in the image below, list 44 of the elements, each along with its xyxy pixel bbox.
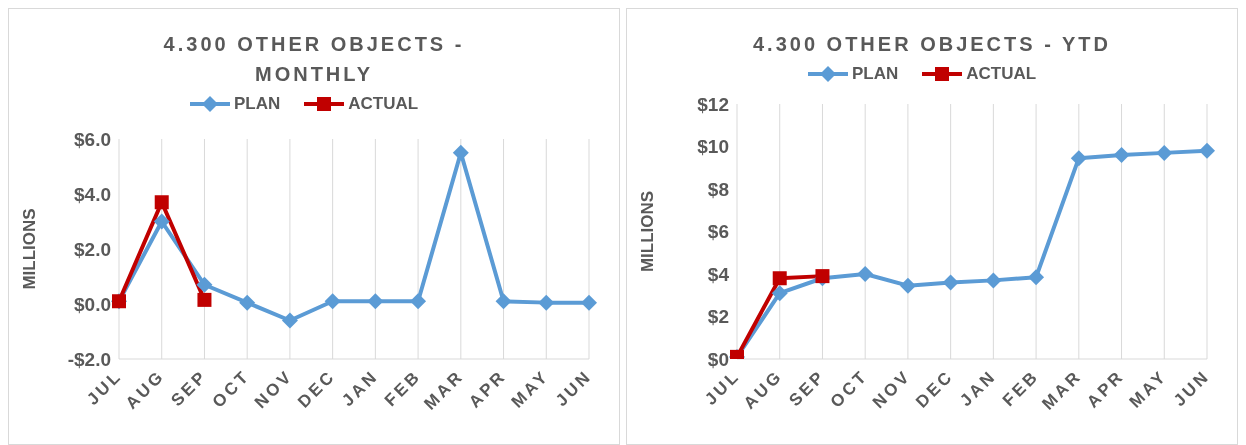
point bbox=[985, 272, 1002, 289]
point bbox=[772, 271, 787, 286]
point bbox=[239, 294, 256, 311]
point bbox=[154, 195, 169, 210]
y-tick-label: $4.0 bbox=[74, 183, 111, 205]
chart-title: 4.300 OTHER OBJECTS - MONTHLY bbox=[162, 32, 466, 87]
point bbox=[197, 292, 212, 307]
point bbox=[1070, 150, 1087, 167]
point bbox=[452, 144, 469, 161]
y-tick-label: $12 bbox=[697, 93, 729, 115]
point bbox=[153, 213, 170, 230]
point bbox=[196, 276, 213, 293]
point bbox=[410, 293, 427, 310]
y-tick-label: $6.0 bbox=[74, 128, 111, 150]
point bbox=[538, 294, 555, 311]
point bbox=[899, 277, 916, 294]
point bbox=[1113, 147, 1130, 163]
legend-label: PLAN bbox=[233, 94, 281, 114]
point bbox=[581, 294, 597, 311]
legend-label: PLAN bbox=[851, 64, 899, 84]
y-tick-label: -$2.0 bbox=[67, 348, 111, 370]
y-tick-label: $0.0 bbox=[74, 293, 111, 315]
legend-label: ACTUAL bbox=[966, 64, 1037, 84]
y-tick-label: $0 bbox=[707, 348, 729, 370]
point bbox=[857, 266, 874, 282]
point bbox=[281, 312, 298, 329]
point bbox=[367, 293, 384, 310]
point bbox=[1028, 269, 1045, 286]
point bbox=[324, 293, 341, 310]
point bbox=[1199, 142, 1215, 159]
point bbox=[771, 285, 788, 302]
point bbox=[1156, 144, 1173, 161]
point bbox=[495, 293, 512, 310]
chart-title: 4.300 OTHER OBJECTS - YTD bbox=[751, 32, 1112, 57]
y-tick-label: $6 bbox=[707, 221, 729, 243]
legend-label: ACTUAL bbox=[348, 94, 419, 114]
y-axis-title: MILLIONS bbox=[20, 208, 40, 290]
y-tick-label: $4 bbox=[707, 263, 730, 285]
y-tick-label: $2.0 bbox=[74, 238, 111, 260]
y-tick-label: $2 bbox=[707, 306, 729, 328]
y-tick-label: $10 bbox=[697, 136, 729, 158]
y-tick-label: $8 bbox=[707, 178, 729, 200]
point bbox=[942, 274, 959, 291]
y-axis-title: MILLIONS bbox=[638, 190, 658, 273]
